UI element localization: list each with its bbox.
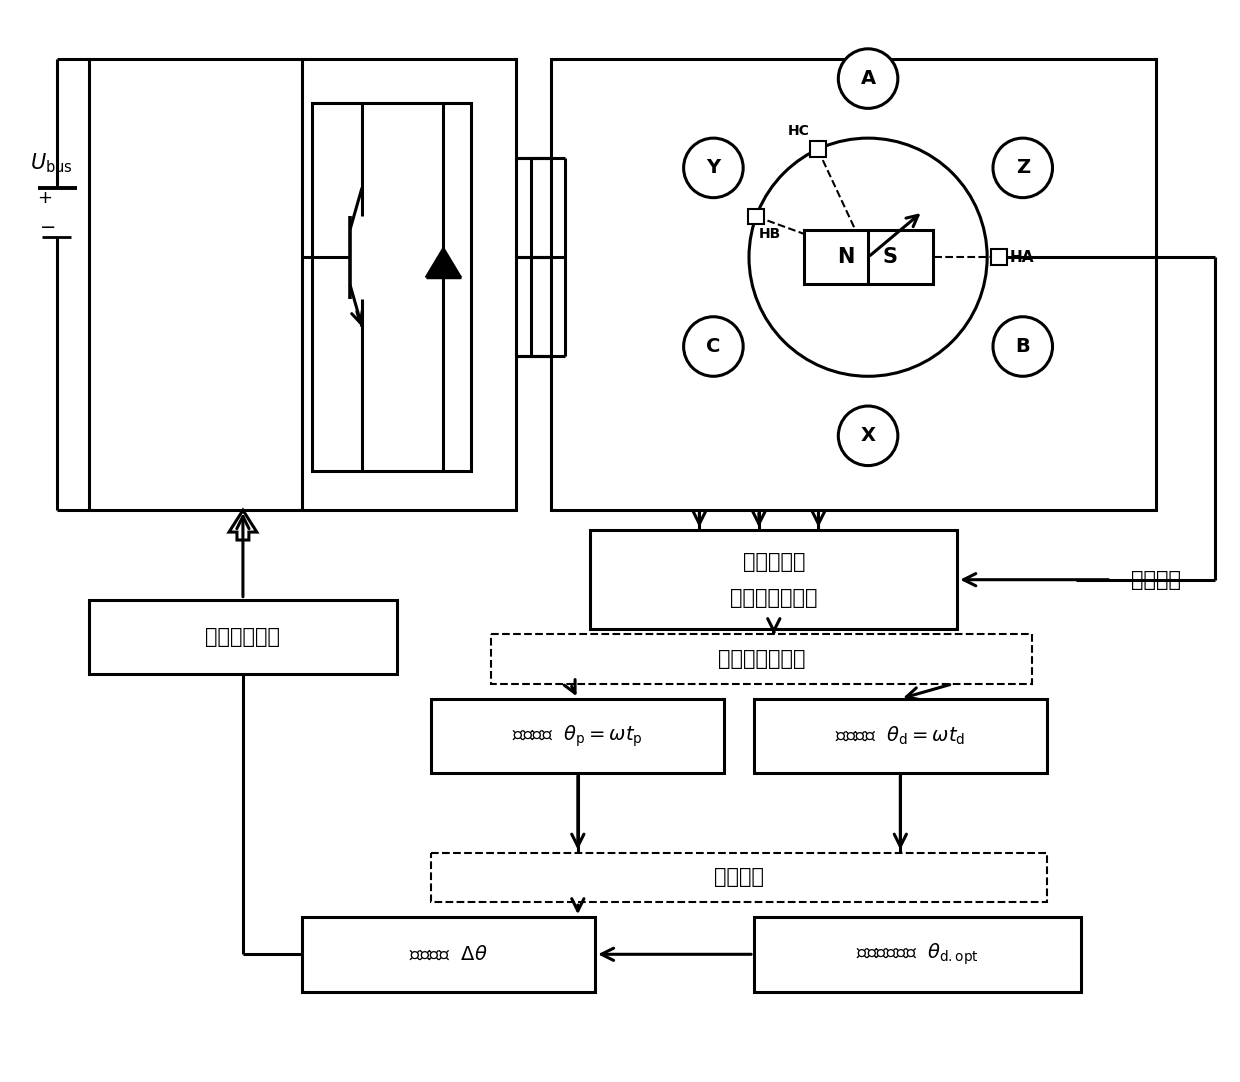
Text: 判断提前或延迟: 判断提前或延迟	[718, 649, 805, 669]
Circle shape	[993, 317, 1053, 377]
Text: 偏差角度: 偏差角度	[714, 868, 764, 887]
Text: HC: HC	[787, 124, 810, 138]
Circle shape	[838, 49, 898, 108]
Text: 开关管控制器: 开关管控制器	[206, 626, 280, 647]
Text: X: X	[861, 426, 875, 446]
Bar	[804, 229, 932, 285]
Bar	[810, 142, 826, 157]
Circle shape	[683, 138, 743, 198]
Text: 延迟角度  $\theta_{\rm d}=\omega t_{\rm d}$: 延迟角度 $\theta_{\rm d}=\omega t_{\rm d}$	[836, 725, 966, 748]
Text: 提前角度  $\theta_{\rm p}=\omega t_{\rm p}$: 提前角度 $\theta_{\rm p}=\omega t_{\rm p}$	[512, 723, 644, 749]
Bar	[748, 209, 764, 224]
Bar	[432, 699, 724, 774]
Text: 最佳延迟角度  $\theta_{\rm d.opt}$: 最佳延迟角度 $\theta_{\rm d.opt}$	[856, 941, 980, 967]
Text: Y: Y	[707, 158, 720, 177]
Polygon shape	[425, 248, 461, 277]
Text: C: C	[707, 337, 720, 356]
Text: N: N	[837, 247, 854, 267]
Bar	[551, 58, 1156, 511]
Circle shape	[683, 317, 743, 377]
Text: B: B	[1016, 337, 1030, 356]
Bar	[754, 699, 1047, 774]
Bar	[89, 58, 516, 511]
Circle shape	[838, 406, 898, 465]
Bar	[491, 634, 1032, 684]
Text: HA: HA	[1009, 250, 1034, 265]
Bar	[754, 918, 1081, 991]
Circle shape	[993, 138, 1053, 198]
Text: A: A	[861, 69, 875, 88]
Text: −: −	[40, 217, 56, 237]
Text: 三相电流及: 三相电流及	[743, 552, 805, 572]
Text: 霍尔信号上升沿: 霍尔信号上升沿	[730, 588, 817, 608]
Bar	[432, 853, 1047, 902]
Circle shape	[689, 79, 1047, 436]
Text: S: S	[883, 247, 898, 267]
Bar	[312, 104, 471, 471]
Text: HB: HB	[759, 227, 781, 241]
Polygon shape	[229, 511, 257, 540]
Bar	[991, 249, 1007, 265]
Bar	[590, 530, 957, 630]
Text: Z: Z	[1016, 158, 1030, 177]
Circle shape	[749, 138, 987, 377]
Text: $U_{\rm bus}$: $U_{\rm bus}$	[30, 151, 72, 174]
Bar	[89, 599, 397, 674]
Bar	[303, 918, 595, 991]
Text: 霍尔信号: 霍尔信号	[1131, 570, 1180, 590]
Text: 补偿角度  $\Delta\theta$: 补偿角度 $\Delta\theta$	[409, 945, 489, 964]
Text: +: +	[37, 188, 52, 207]
